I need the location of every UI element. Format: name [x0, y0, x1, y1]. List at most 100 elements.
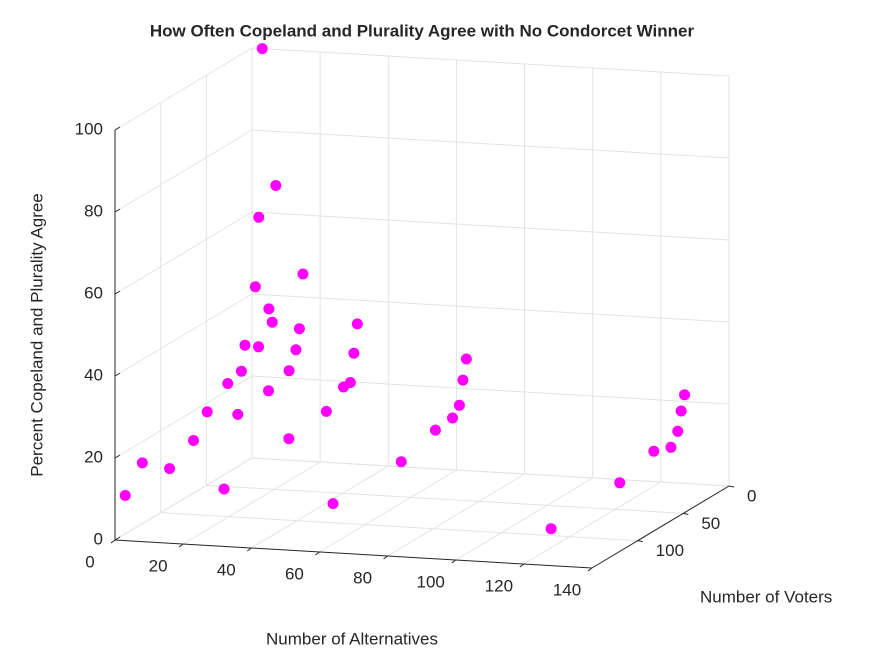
x-tick-label: 140	[553, 580, 581, 599]
x-tick-label: 60	[285, 564, 304, 583]
data-point	[119, 490, 131, 501]
grid-line	[455, 477, 593, 561]
data-point	[351, 318, 363, 330]
y-tick-label: 50	[701, 514, 720, 533]
grid-line	[251, 465, 389, 549]
data-point	[239, 339, 251, 351]
data-point	[665, 441, 677, 453]
y-tick-label: 0	[747, 486, 756, 505]
data-point	[293, 323, 305, 335]
data-point	[460, 353, 472, 365]
grid-line	[114, 211, 253, 295]
grid-line	[251, 211, 730, 241]
z-tick-label: 100	[75, 119, 103, 138]
data-point	[253, 341, 265, 353]
data-point	[136, 457, 148, 469]
x-tick	[315, 551, 320, 556]
grid-line	[523, 481, 662, 565]
data-point	[348, 347, 360, 359]
data-point	[188, 435, 200, 446]
y-axis-label: Number of Voters	[700, 587, 832, 606]
grid-line	[251, 457, 730, 487]
z-tick	[114, 372, 121, 377]
data-point	[545, 523, 557, 535]
x-tick-label: 100	[417, 572, 445, 591]
data-point	[164, 463, 176, 475]
z-tick-label: 40	[84, 365, 103, 384]
grid-line	[114, 293, 253, 377]
x-tick	[246, 547, 252, 552]
z-tick-label: 80	[84, 201, 103, 220]
data-point	[672, 425, 684, 437]
grid-line	[251, 47, 730, 77]
data-point	[648, 445, 660, 457]
data-point	[337, 381, 349, 393]
x-axis-label: Number of Alternatives	[266, 629, 438, 648]
grid-line	[114, 47, 253, 131]
z-tick	[114, 126, 121, 131]
data-point	[222, 378, 234, 389]
y-tick	[683, 512, 689, 515]
data-point	[320, 405, 332, 417]
data-point	[679, 389, 691, 401]
x-tick	[451, 559, 457, 564]
z-tick-label: 60	[84, 283, 103, 302]
y-tick	[728, 485, 735, 488]
data-point	[395, 456, 407, 468]
z-tick-label: 20	[84, 447, 103, 466]
grid-line	[387, 473, 525, 557]
data-point	[457, 374, 469, 386]
data-point	[232, 408, 244, 420]
data-point	[327, 498, 339, 510]
z-tick	[114, 454, 121, 459]
data-point	[283, 365, 295, 377]
grid-line	[114, 129, 253, 213]
data-point	[235, 365, 247, 377]
grid-line	[160, 512, 638, 542]
grid-line	[251, 375, 730, 405]
grid-line	[206, 484, 684, 514]
data-point	[218, 483, 230, 495]
data-point	[453, 399, 465, 411]
grid-line	[319, 469, 457, 553]
z-tick	[114, 536, 121, 541]
x-tick	[383, 555, 388, 560]
data-point	[283, 433, 295, 445]
data-point	[297, 268, 309, 280]
grid-line	[251, 293, 730, 323]
x-tick	[178, 543, 184, 548]
grid-line	[114, 457, 253, 541]
data-point	[263, 303, 275, 315]
z-tick	[114, 208, 121, 213]
x-tick	[110, 539, 116, 544]
grid-line	[251, 129, 730, 159]
x-tick-label: 20	[149, 556, 168, 575]
data-point	[614, 477, 626, 489]
x-tick-label: 80	[353, 568, 372, 587]
x-tick	[519, 563, 525, 568]
data-point	[675, 405, 687, 417]
data-point	[447, 412, 459, 424]
z-tick	[114, 290, 121, 295]
x-tick-label: 120	[485, 576, 513, 595]
y-axis	[591, 485, 730, 569]
data-point	[266, 316, 278, 328]
data-point	[263, 385, 275, 397]
data-point	[429, 424, 441, 436]
x-tick-label: 0	[85, 552, 94, 571]
grid-line	[182, 461, 321, 545]
data-point	[270, 180, 282, 191]
x-axis	[114, 539, 593, 569]
data-point	[201, 406, 213, 418]
z-axis-label: Percent Copeland and Plurality Agree	[27, 193, 46, 477]
data-point	[256, 43, 268, 55]
data-point	[249, 281, 261, 293]
data-point	[290, 344, 302, 356]
data-point	[253, 211, 265, 223]
x-tick-label: 40	[217, 560, 236, 579]
chart-title: How Often Copeland and Plurality Agree w…	[150, 21, 695, 40]
y-tick	[637, 540, 643, 543]
z-tick-label: 0	[94, 529, 103, 548]
